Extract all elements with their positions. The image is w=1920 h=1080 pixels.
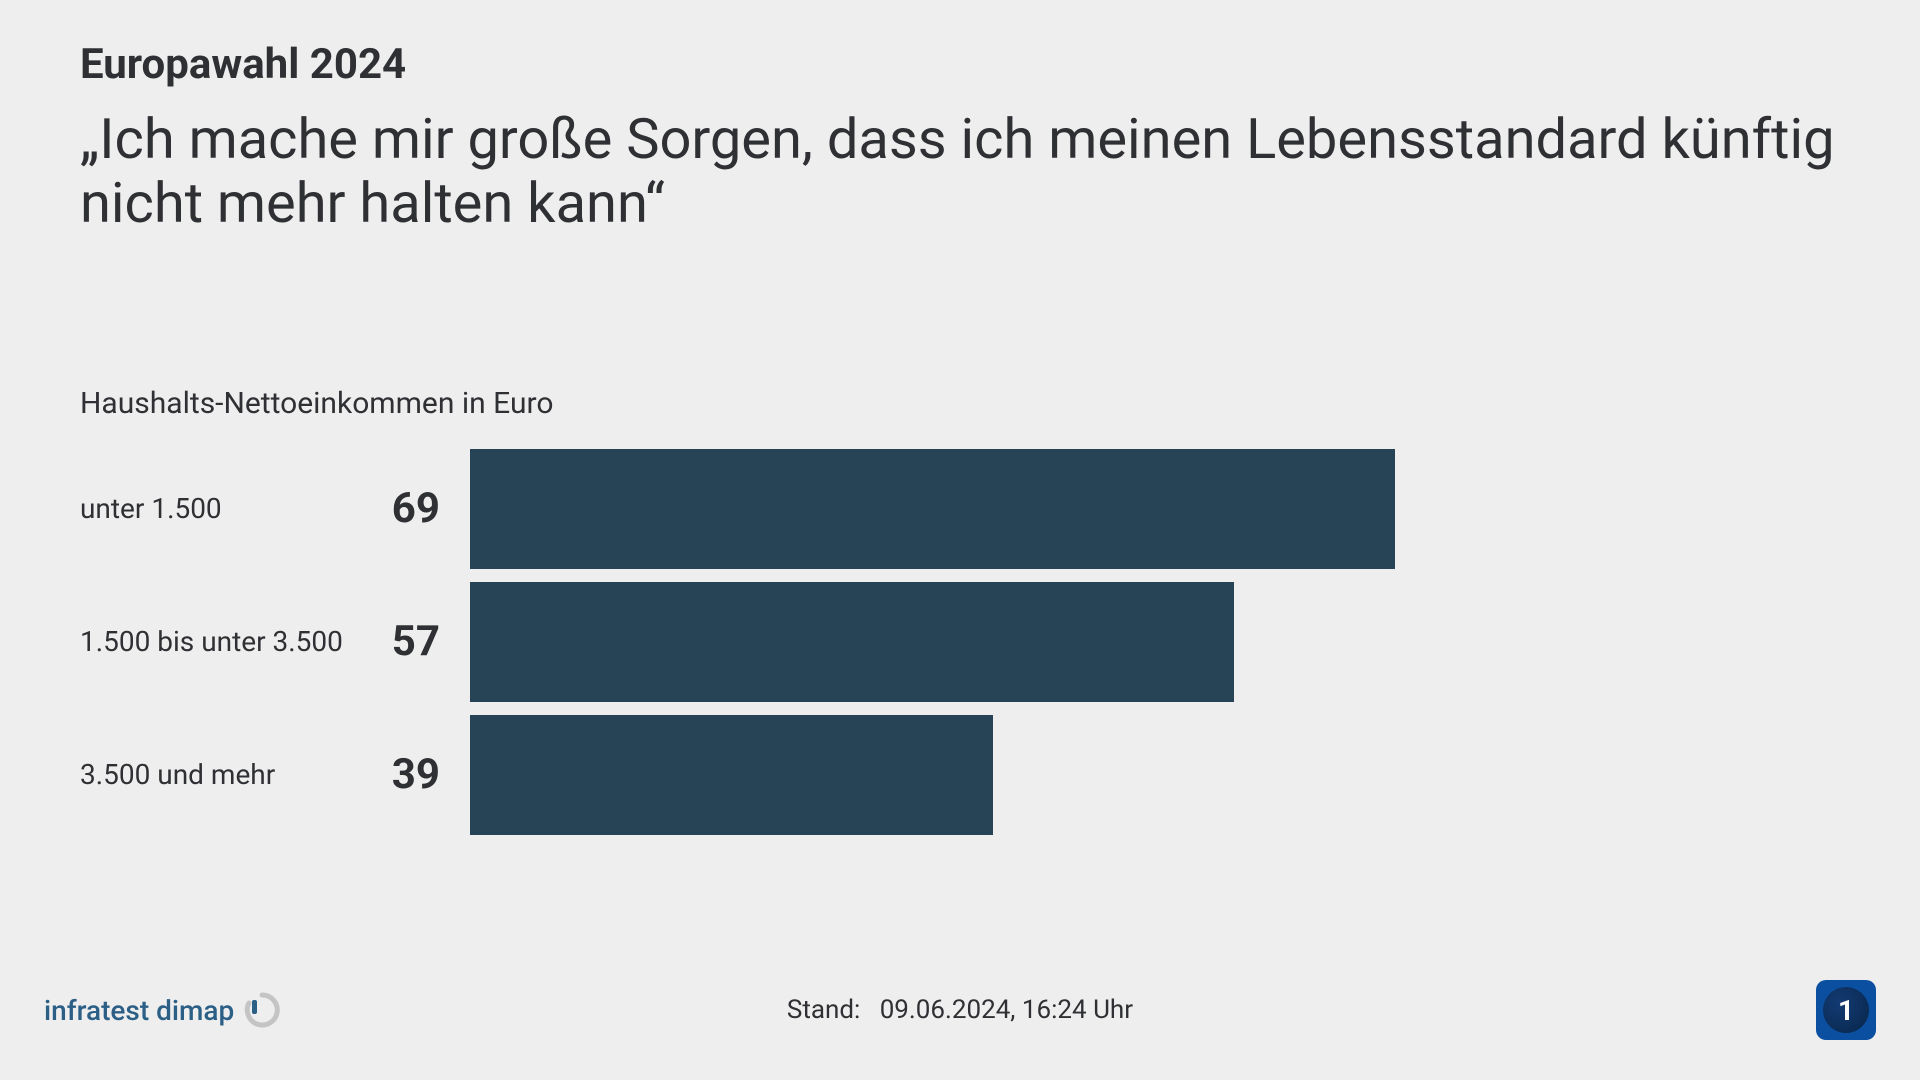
row-value: 57 (360, 617, 470, 666)
chart-row: 1.500 bis unter 3.50057 (80, 582, 1840, 702)
row-value: 69 (360, 484, 470, 533)
chart-row: unter 1.50069 (80, 449, 1840, 569)
slide-supertitle: Europawahl 2024 (80, 40, 1840, 89)
bar (470, 449, 1395, 569)
infratest-dimap-icon (244, 992, 280, 1028)
row-label: unter 1.500 (80, 492, 360, 525)
slide-title: „Ich mache mir große Sorgen, dass ich me… (80, 107, 1840, 236)
chart-slide: Europawahl 2024 „Ich mache mir große Sor… (0, 0, 1920, 1080)
row-label: 1.500 bis unter 3.500 (80, 625, 360, 658)
stand-text: Stand: 09.06.2024, 16:24 Uhr (787, 995, 1133, 1025)
bar-chart: Haushalts-Nettoeinkommen in Euro unter 1… (80, 386, 1840, 835)
stand-label: Stand: (787, 995, 860, 1025)
chart-rows: unter 1.50069 1.500 bis unter 3.50057 3.50… (80, 449, 1840, 835)
row-value: 39 (360, 750, 470, 799)
bar-track (470, 715, 1840, 835)
broadcaster-logo: 1 (1816, 980, 1876, 1040)
bar (470, 715, 993, 835)
stand-value: 09.06.2024, 16:24 Uhr (880, 995, 1133, 1025)
bar-track (470, 582, 1840, 702)
row-label: 3.500 und mehr (80, 758, 360, 791)
chart-axis-label: Haushalts-Nettoeinkommen in Euro (80, 386, 1840, 421)
chart-row: 3.500 und mehr39 (80, 715, 1840, 835)
bar-track (470, 449, 1840, 569)
source-logo: infratest dimap (44, 992, 280, 1028)
footer: infratest dimap Stand: 09.06.2024, 16:24… (0, 980, 1920, 1040)
source-text: infratest dimap (44, 994, 234, 1027)
bar (470, 582, 1234, 702)
broadcaster-mark: 1 (1838, 994, 1854, 1027)
